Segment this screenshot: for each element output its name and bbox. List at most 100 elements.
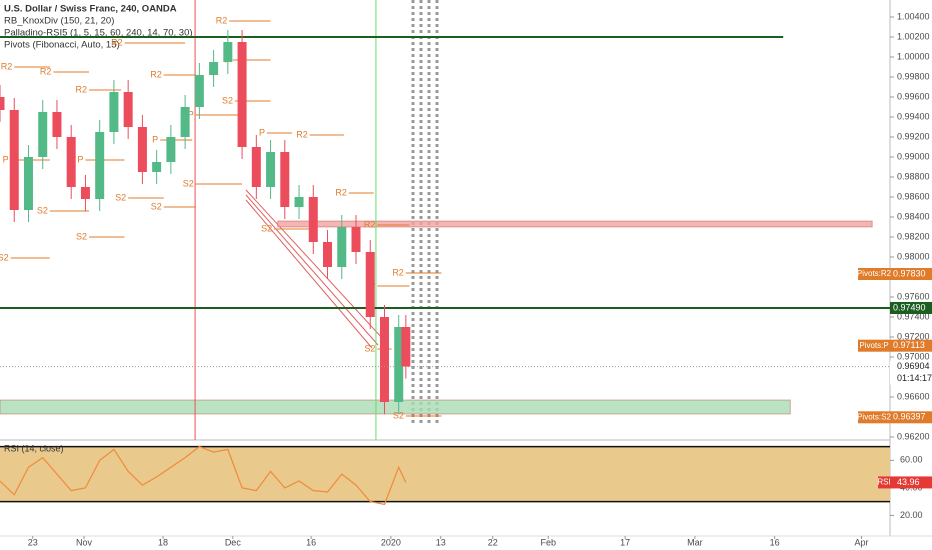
pivot-badge-value: 0.97113 (893, 340, 925, 350)
pivot-label: S2 (364, 343, 375, 353)
candle-body (365, 252, 375, 317)
channel-line (245, 189, 385, 341)
candle-body (123, 92, 133, 127)
price-badge (890, 302, 932, 314)
x-tick-label: 16 (306, 537, 316, 547)
pivot-label: P (3, 154, 9, 164)
y-tick-label: 0.96200 (897, 431, 930, 441)
pivot-label: P (152, 134, 158, 144)
x-tick-label: 2020 (381, 537, 401, 547)
countdown: 01:14:17 (897, 373, 932, 383)
y-tick-label: 1.00200 (897, 31, 930, 41)
pivot-badge-name: Pivots:S2 (857, 412, 891, 421)
y-tick-label: 0.97000 (897, 351, 930, 361)
y-tick-label: 0.99400 (897, 111, 930, 121)
candle-body (166, 137, 176, 162)
candle-body (152, 162, 162, 172)
y-tick-label: 0.97600 (897, 291, 930, 301)
pivot-label: S2 (261, 223, 272, 233)
pivot-label: S2 (115, 192, 126, 202)
rsi-badge (878, 476, 932, 489)
candle-body (52, 112, 62, 137)
x-tick-label: 18 (158, 537, 168, 547)
x-tick-label: 13 (436, 537, 446, 547)
pivot-label: R2 (392, 267, 404, 277)
pivot-label: R2 (216, 15, 228, 25)
pivot-label: R2 (150, 69, 162, 79)
pivot-label: S2 (222, 95, 233, 105)
x-tick-label: Nov (76, 537, 93, 547)
pivot-label: S2 (183, 178, 194, 188)
legend-indicator: Pivots (Fibonacci, Auto, 15) (4, 40, 120, 51)
candle-body (237, 42, 247, 147)
x-tick-label: 22 (488, 537, 498, 547)
legend-indicator: Palladino-RSI5 (1, 5, 15, 60, 240, 14, 7… (4, 28, 193, 39)
candle-body (337, 227, 347, 267)
candle-body (280, 152, 290, 207)
candle-body (23, 157, 33, 210)
rsi-title: RSI (14, close) (4, 443, 64, 453)
candle-body (394, 327, 404, 402)
legend-symbol: U.S. Dollar / Swiss Franc, 240, OANDA (4, 4, 177, 15)
x-tick-label: Apr (855, 537, 869, 547)
y-tick-label: 0.98200 (897, 231, 930, 241)
x-tick-label: 17 (620, 537, 630, 547)
pivot-label: P (188, 109, 194, 119)
last-price-label: 0.96904 (897, 361, 930, 371)
pivot-label: P (77, 154, 83, 164)
candle-body (351, 227, 361, 252)
y-tick-label: 1.00000 (897, 51, 930, 61)
pivot-badge-name: Pivots:P (859, 341, 888, 350)
candle-body (308, 197, 318, 242)
pivot-label: R2 (364, 219, 376, 229)
pivot-label: R2 (296, 129, 308, 139)
y-tick-label: 1.00400 (897, 11, 930, 21)
y-tick-label: 0.97400 (897, 311, 930, 321)
candle-body (95, 132, 105, 199)
candle-body (209, 62, 219, 75)
pivot-label: P (259, 127, 265, 137)
candle-body (294, 197, 304, 207)
legend-indicator: RB_KnoxDiv (150, 21, 20) (4, 16, 114, 27)
pivot-badge-name: Pivots:R2 (857, 269, 892, 278)
pivot-label: R2 (75, 84, 87, 94)
channel-line (245, 194, 379, 346)
x-tick-label: Dec (225, 537, 242, 547)
zone (277, 220, 873, 228)
pivot-label: R2 (1, 61, 13, 71)
last-price-badge (890, 360, 932, 385)
candle-body (180, 107, 190, 137)
candle-body (38, 112, 48, 157)
candle-body (137, 127, 147, 172)
rsi-badge-name: RSI (877, 478, 890, 487)
pivot-badge-value: 0.96397 (893, 412, 926, 422)
pivot-badge (858, 268, 932, 280)
candle-body (323, 242, 333, 267)
x-tick-label: Feb (540, 537, 556, 547)
x-tick-label: 16 (770, 537, 780, 547)
y-tick-label: 0.98800 (897, 171, 930, 181)
candle-body (66, 137, 76, 187)
candle-body (251, 147, 261, 187)
y-tick-label: 0.99000 (897, 151, 930, 161)
candle-body (194, 75, 204, 107)
pivot-label: S2 (151, 201, 162, 211)
candle-body (9, 110, 19, 210)
pivot-badge (858, 411, 932, 424)
price-badge-label: 0.97490 (893, 302, 926, 312)
candle-body (0, 97, 5, 110)
rsi-badge-value: 43.96 (897, 477, 920, 487)
x-tick-label: 23 (28, 537, 38, 547)
pivot-badge (858, 339, 932, 352)
y-tick-label: 0.99800 (897, 71, 930, 81)
candle-body (266, 152, 276, 187)
candle-body (379, 317, 389, 402)
y-tick-label: 0.96600 (897, 391, 930, 401)
pivot-label: R2 (111, 37, 123, 47)
x-tick-label: Mar (687, 537, 703, 547)
candle-body (401, 327, 411, 367)
rsi-y-tick-label: 60.00 (900, 455, 923, 465)
channel-drawing (245, 189, 385, 349)
pivot-label: S2 (37, 205, 48, 215)
